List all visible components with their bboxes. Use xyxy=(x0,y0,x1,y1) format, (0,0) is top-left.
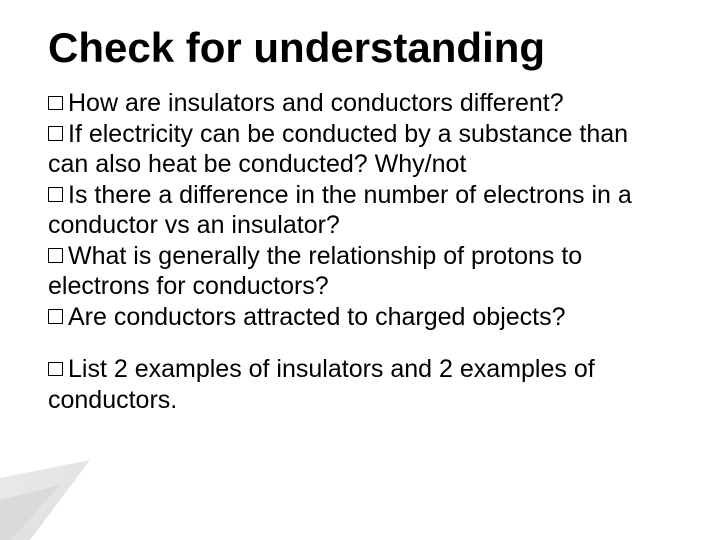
bullet-text: Is there a difference in the number of e… xyxy=(48,181,632,240)
bullet-item: What is generally the relationship of pr… xyxy=(48,241,672,302)
bullet-text: What is generally the relationship of pr… xyxy=(48,242,582,301)
bullet-item: How are insulators and conductors differ… xyxy=(48,88,672,119)
square-bullet-icon xyxy=(48,96,63,111)
bullet-group-1: How are insulators and conductors differ… xyxy=(48,88,672,332)
corner-wedge-icon xyxy=(0,460,140,540)
slide-title: Check for understanding xyxy=(48,26,672,70)
bullet-text: How are insulators and conductors differ… xyxy=(68,89,564,117)
square-bullet-icon xyxy=(48,248,63,263)
square-bullet-icon xyxy=(48,187,63,202)
square-bullet-icon xyxy=(48,309,63,324)
slide-body: How are insulators and conductors differ… xyxy=(48,88,672,415)
square-bullet-icon xyxy=(48,126,63,141)
bullet-item: Are conductors attracted to charged obje… xyxy=(48,302,672,333)
bullet-item: Is there a difference in the number of e… xyxy=(48,180,672,241)
bullet-item: List 2 examples of insulators and 2 exam… xyxy=(48,354,672,415)
slide: Check for understanding How are insulato… xyxy=(0,0,720,540)
bullet-text: If electricity can be conducted by a sub… xyxy=(48,120,628,179)
square-bullet-icon xyxy=(48,362,63,377)
bullet-text: Are conductors attracted to charged obje… xyxy=(68,303,566,331)
bullet-text: List 2 examples of insulators and 2 exam… xyxy=(48,355,595,414)
bullet-item: If electricity can be conducted by a sub… xyxy=(48,119,672,180)
bullet-group-2: List 2 examples of insulators and 2 exam… xyxy=(48,354,672,415)
